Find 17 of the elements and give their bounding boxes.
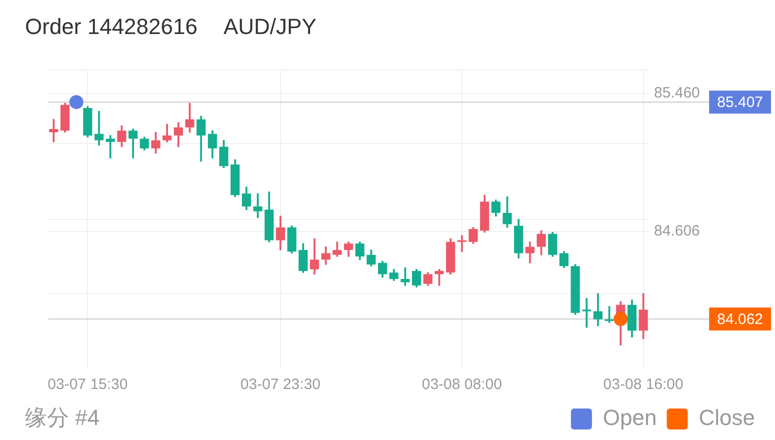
x-tick-label: 03-07 23:30 xyxy=(240,376,320,394)
candlestick xyxy=(49,119,58,142)
candlestick xyxy=(582,298,592,328)
chart-subtitle: AUD/JPY xyxy=(223,14,317,40)
candlestick xyxy=(106,135,115,158)
text: 缘分 #4 xyxy=(25,405,100,430)
legend-label: Open xyxy=(602,405,657,430)
ref-line-label: 85.407 xyxy=(717,94,764,112)
x-tick-label: 03-08 08:00 xyxy=(422,376,502,394)
ref-line-label: 84.062 xyxy=(717,311,764,328)
x-tick-label: 03-07 15:30 xyxy=(48,376,128,394)
legend-label: Close xyxy=(698,405,756,430)
y-tick-label: 85.460 xyxy=(654,84,700,102)
y-tick-label: 84.606 xyxy=(654,222,700,240)
candlestick xyxy=(457,235,466,252)
x-tick-label: 03-08 16:00 xyxy=(603,376,684,394)
chart-title: Order 144282616 xyxy=(25,14,198,40)
